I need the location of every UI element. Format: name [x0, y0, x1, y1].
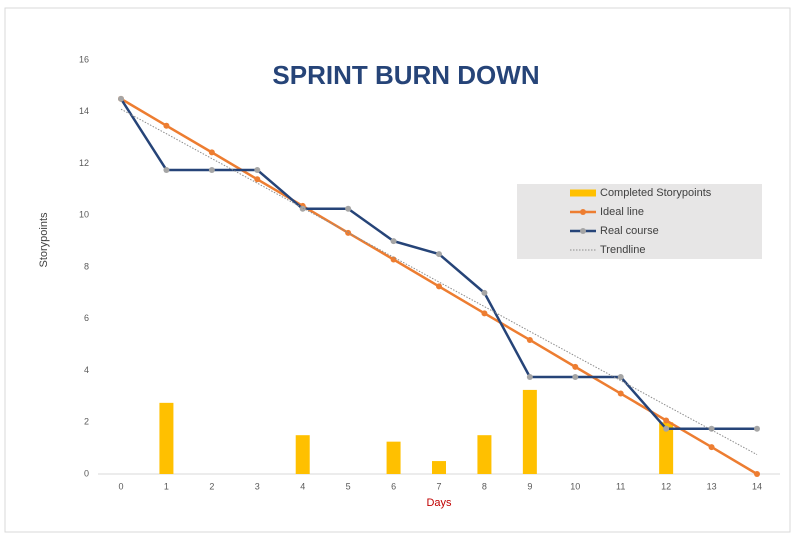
line-marker: [208, 166, 215, 173]
legend-label: Real course: [600, 225, 659, 237]
bar: [477, 435, 492, 474]
line-marker: [754, 425, 760, 432]
y-tick-label: 16: [79, 54, 89, 64]
y-tick-label: 4: [84, 365, 89, 375]
line-marker: [390, 238, 397, 245]
legend-swatch: [570, 189, 596, 197]
line-marker: [617, 390, 624, 397]
x-tick-label: 12: [661, 481, 671, 491]
line-marker: [163, 122, 170, 129]
line-marker: [254, 176, 261, 183]
line-marker: [254, 166, 261, 173]
line-marker: [526, 373, 533, 380]
line-marker: [436, 283, 442, 290]
line-marker: [390, 256, 397, 263]
chart-title: SPRINT BURN DOWN: [272, 60, 539, 90]
bar: [522, 389, 537, 474]
x-tick-label: 5: [346, 481, 351, 491]
x-tick-label: 14: [752, 481, 762, 491]
bar: [159, 402, 174, 474]
line-marker: [118, 95, 124, 102]
x-tick-label: 9: [527, 481, 532, 491]
line-marker: [754, 471, 760, 477]
line-marker: [345, 205, 352, 212]
y-tick-label: 10: [79, 210, 89, 220]
line-marker: [526, 336, 533, 343]
y-tick-label: 8: [84, 261, 89, 271]
x-tick-label: 13: [707, 481, 717, 491]
x-tick-label: 7: [436, 481, 441, 491]
bar: [295, 435, 310, 474]
legend-label: Ideal line: [600, 206, 644, 218]
line-marker: [572, 363, 579, 370]
legend-marker: [580, 228, 586, 234]
legend-label: Trendline: [600, 244, 645, 256]
bar: [659, 422, 674, 474]
x-tick-label: 3: [255, 481, 260, 491]
y-tick-label: 12: [79, 158, 89, 168]
y-tick-label: 6: [84, 313, 89, 323]
x-tick-label: 8: [482, 481, 487, 491]
line-marker: [617, 373, 624, 380]
y-axis-label: Storypoints: [38, 212, 50, 268]
trendline: [120, 108, 758, 456]
legend-marker: [580, 209, 586, 215]
x-tick-label: 1: [164, 481, 169, 491]
line-marker: [708, 444, 715, 451]
line-marker: [436, 251, 442, 258]
bar: [386, 441, 401, 474]
y-tick-label: 0: [84, 468, 89, 478]
bar: [432, 461, 446, 474]
line-marker: [208, 149, 215, 156]
line-marker: [481, 310, 488, 317]
legend-box: [517, 184, 762, 259]
line-marker: [572, 373, 579, 380]
x-tick-label: 2: [209, 481, 214, 491]
line-marker: [708, 425, 715, 432]
x-tick-label: 11: [616, 481, 625, 491]
x-tick-label: 6: [391, 481, 396, 491]
x-tick-label: 10: [570, 481, 580, 491]
legend-label: Completed Storypoints: [600, 187, 712, 199]
x-tick-label: 4: [300, 481, 305, 491]
line-marker: [663, 425, 670, 432]
x-tick-label: 0: [118, 481, 123, 491]
x-axis-label: Days: [426, 497, 452, 509]
line-marker: [481, 289, 488, 296]
y-tick-label: 14: [79, 106, 89, 116]
line-marker: [663, 417, 670, 424]
line-marker: [163, 166, 170, 173]
y-tick-label: 2: [84, 417, 89, 427]
